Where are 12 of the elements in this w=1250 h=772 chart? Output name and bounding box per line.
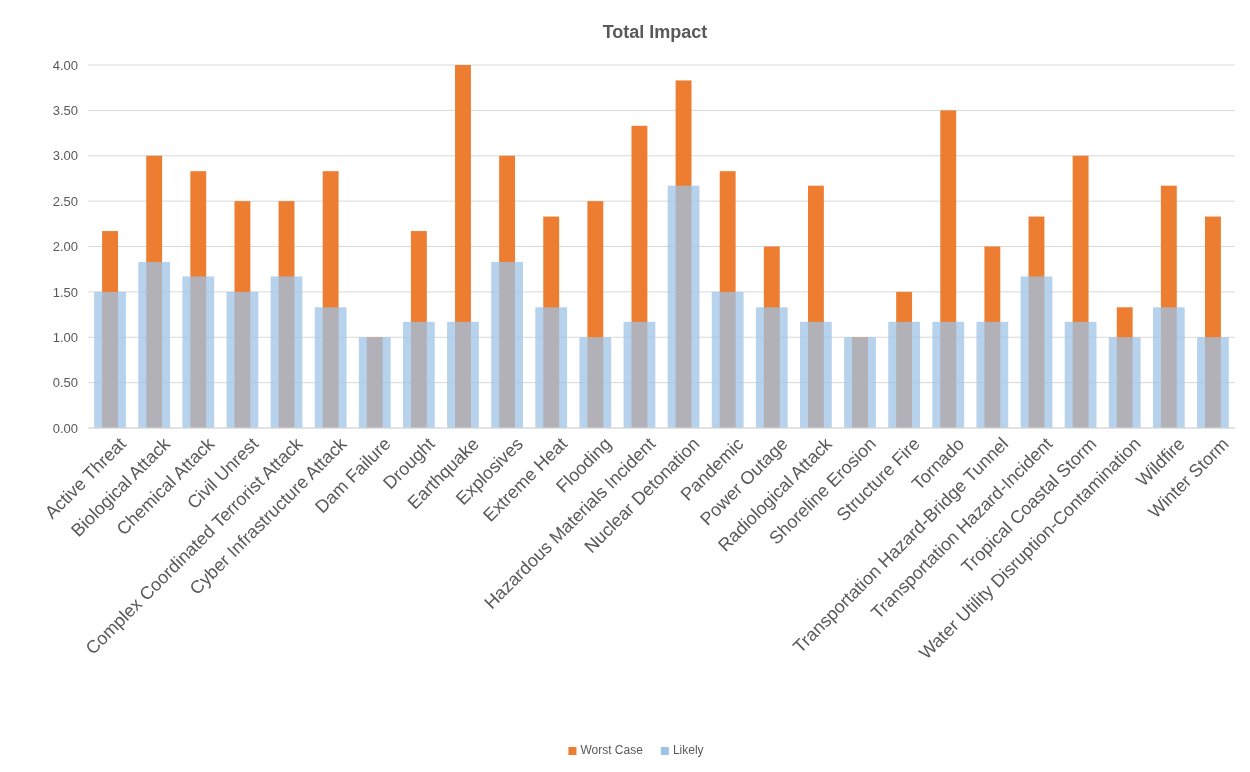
- y-tick-label: 4.00: [52, 57, 78, 73]
- legend-label: Likely: [672, 743, 704, 757]
- y-tick-label: 1.00: [52, 329, 78, 345]
- chart-title: Total Impact: [602, 22, 708, 42]
- y-tick-label: 0.50: [52, 375, 78, 391]
- y-tick-label: 0.00: [52, 420, 78, 436]
- legend-label: Worst Case: [580, 743, 644, 757]
- y-tick-label: 1.50: [52, 284, 78, 300]
- y-tick-label: 2.50: [52, 193, 78, 209]
- y-tick-label: 3.00: [52, 148, 78, 164]
- y-tick-label: 3.50: [52, 103, 78, 119]
- y-tick-label: 2.00: [52, 239, 78, 255]
